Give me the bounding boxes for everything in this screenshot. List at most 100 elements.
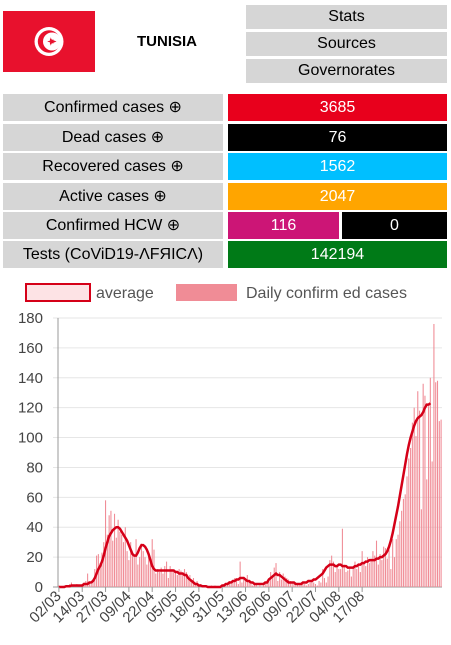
legend-daily-label: Daily confirm ed cases — [246, 285, 407, 302]
daily-bar — [264, 584, 266, 587]
daily-bar — [314, 584, 317, 587]
daily-bar — [250, 584, 252, 587]
daily-bar — [300, 584, 302, 587]
daily-bar — [137, 564, 139, 587]
daily-bar — [365, 566, 367, 587]
daily-bar — [354, 561, 356, 587]
daily-bar — [318, 581, 320, 587]
nav-governorates-button[interactable]: Governorates — [246, 59, 447, 83]
daily-bar — [158, 572, 160, 587]
daily-bars — [58, 323, 442, 587]
daily-bar — [440, 419, 442, 587]
daily-bar — [180, 570, 182, 587]
daily-bar — [424, 395, 426, 587]
legend-daily-swatch[interactable] — [176, 284, 237, 301]
daily-bar — [279, 572, 281, 587]
dead-cases-label[interactable]: Dead cases ⊕ — [3, 124, 223, 151]
daily-bar — [135, 539, 137, 587]
daily-bar — [375, 540, 378, 587]
daily-bar — [194, 584, 196, 587]
daily-bar — [379, 554, 381, 587]
daily-bar — [225, 585, 227, 587]
daily-bar — [358, 566, 360, 587]
daily-bar — [244, 578, 247, 587]
y-tick-label: 140 — [18, 370, 43, 387]
daily-bar — [383, 546, 385, 587]
daily-bar — [271, 576, 273, 587]
daily-bar — [289, 581, 291, 587]
legend-average-swatch[interactable] — [25, 283, 91, 302]
daily-bar — [121, 534, 123, 587]
daily-bar — [420, 509, 422, 587]
daily-bar — [108, 515, 110, 587]
daily-bar — [139, 557, 141, 587]
daily-bar — [277, 581, 279, 587]
daily-bar — [323, 578, 326, 587]
daily-bar — [345, 572, 347, 587]
daily-bar — [428, 406, 430, 587]
daily-bar — [88, 582, 90, 587]
daily-bar — [340, 569, 342, 587]
daily-bar — [273, 567, 275, 587]
country-name: TUNISIA — [137, 33, 197, 50]
recovered-cases-label[interactable]: Recovered cases ⊕ — [3, 153, 223, 180]
tests-label[interactable]: Tests (CoViD19-ΛFЯICΛ) — [3, 241, 223, 268]
confirmed-cases-label[interactable]: Confirmed cases ⊕ — [3, 94, 223, 121]
daily-bar — [146, 564, 148, 587]
legend-average-label: average — [96, 285, 154, 302]
daily-bar — [103, 542, 105, 587]
daily-bar — [390, 569, 392, 587]
daily-bar — [164, 566, 166, 587]
daily-bar — [101, 552, 103, 587]
daily-bar — [356, 569, 358, 587]
confirmed-hcw-label[interactable]: Confirmed HCW ⊕ — [3, 212, 223, 239]
daily-bar — [399, 521, 401, 587]
daily-bar — [406, 476, 408, 587]
daily-bar — [262, 585, 264, 587]
daily-bar — [392, 539, 394, 587]
daily-bar — [384, 548, 387, 587]
daily-bar — [90, 584, 92, 587]
daily-bar — [363, 563, 365, 587]
daily-bar — [105, 500, 107, 587]
daily-bar — [169, 566, 171, 587]
daily-bar — [191, 582, 193, 587]
nav-sources-button[interactable]: Sources — [246, 32, 447, 56]
daily-bar — [232, 582, 234, 587]
daily-bar — [325, 582, 327, 587]
nav-stats-button[interactable]: Stats — [246, 5, 447, 29]
y-tick-label: 60 — [26, 489, 43, 506]
daily-bar — [236, 581, 238, 587]
daily-bar — [305, 585, 308, 587]
confirmed-hcw-second-value: 0 — [342, 212, 447, 239]
daily-bar — [171, 569, 173, 587]
active-cases-label[interactable]: Active cases ⊕ — [3, 183, 223, 210]
daily-bar — [313, 582, 315, 587]
daily-bar — [122, 542, 125, 587]
daily-bar — [131, 552, 134, 587]
daily-bar — [417, 391, 419, 587]
tunisia-flag — [3, 11, 95, 72]
daily-bar — [106, 534, 108, 587]
daily-bar — [413, 407, 415, 587]
recovered-cases-value: 1562 — [228, 153, 447, 180]
y-tick-label: 20 — [26, 549, 43, 566]
daily-bar — [397, 534, 399, 587]
daily-bar — [124, 527, 126, 587]
daily-bar — [173, 572, 175, 587]
daily-bar — [433, 323, 435, 587]
y-tick-label: 180 — [18, 310, 43, 327]
active-cases-value: 2047 — [228, 183, 447, 210]
y-tick-label: 120 — [18, 400, 43, 417]
daily-bar — [58, 585, 60, 587]
daily-bar — [99, 563, 101, 587]
daily-bar — [148, 552, 150, 587]
daily-bar — [341, 528, 343, 587]
daily-bar — [359, 572, 361, 587]
daily-bar — [157, 569, 159, 587]
daily-bar — [113, 513, 116, 587]
y-tick-label: 0 — [35, 579, 43, 596]
daily-bar — [241, 582, 243, 587]
confirmed-cases-value: 3685 — [228, 94, 447, 121]
daily-bar — [395, 539, 397, 587]
